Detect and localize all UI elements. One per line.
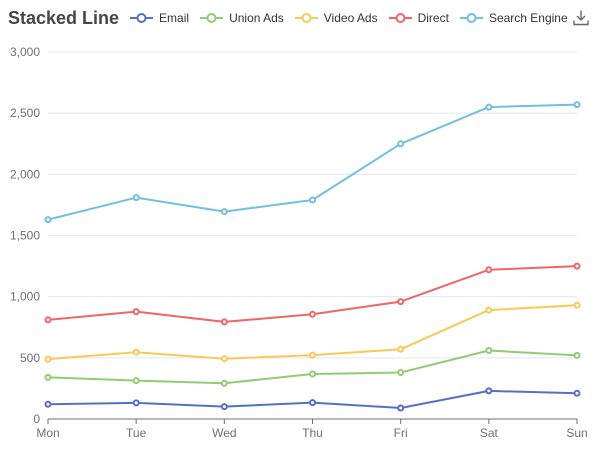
legend-label: Email — [159, 11, 190, 25]
y-axis-label: 500 — [20, 351, 40, 365]
data-point-email-mon[interactable] — [44, 400, 52, 408]
data-point-direct-thu[interactable] — [309, 310, 316, 318]
legend-item-union-ads[interactable]: Union Ads — [199, 11, 284, 25]
data-point-email-sat[interactable] — [485, 387, 493, 395]
data-point-union-ads-fri[interactable] — [397, 369, 405, 376]
x-axis-label: Tue — [126, 426, 147, 440]
data-point-video-ads-thu[interactable] — [309, 351, 316, 359]
y-axis-label: 1,500 — [10, 229, 40, 243]
legend-item-direct[interactable]: Direct — [388, 11, 449, 25]
legend-label: Search Engine — [488, 11, 568, 25]
legend-label: Direct — [417, 11, 449, 25]
data-point-video-ads-tue[interactable] — [132, 348, 140, 356]
data-point-video-ads-sun[interactable] — [573, 301, 581, 309]
legend-item-search-engine[interactable]: Search Engine — [459, 11, 568, 25]
chart-header: Stacked Line Email Union Ads Video Ads Dire… — [0, 0, 600, 36]
x-axis-label: Sun — [566, 426, 587, 440]
data-point-search-engine-thu[interactable] — [309, 196, 316, 204]
data-point-union-ads-thu[interactable] — [309, 370, 316, 378]
data-point-direct-tue[interactable] — [132, 308, 140, 316]
data-point-direct-sun[interactable] — [573, 262, 581, 270]
y-axis-label: 2,000 — [10, 167, 40, 181]
data-point-search-engine-mon[interactable] — [44, 216, 52, 224]
data-point-direct-sat[interactable] — [485, 266, 493, 274]
line-circle-marker-icon — [130, 13, 154, 23]
data-point-direct-fri[interactable] — [397, 298, 405, 306]
x-axis-label: Fri — [394, 426, 408, 440]
legend-item-video-ads[interactable]: Video Ads — [294, 11, 378, 25]
chart-title: Stacked Line — [8, 7, 120, 28]
x-axis-label: Sat — [480, 426, 499, 440]
legend-label: Union Ads — [229, 11, 284, 25]
line-circle-marker-icon — [200, 13, 224, 23]
x-axis-label: Wed — [212, 426, 236, 440]
data-point-email-tue[interactable] — [132, 399, 140, 407]
x-axis-label: Mon — [36, 426, 59, 440]
data-point-video-ads-sat[interactable] — [485, 306, 493, 314]
data-point-direct-wed[interactable] — [220, 318, 228, 326]
y-axis-label: 1,000 — [10, 290, 40, 304]
data-point-email-thu[interactable] — [309, 399, 316, 407]
data-point-search-engine-tue[interactable] — [132, 194, 140, 202]
data-point-search-engine-fri[interactable] — [397, 140, 405, 148]
data-point-search-engine-wed[interactable] — [220, 208, 228, 216]
data-point-email-wed[interactable] — [220, 403, 228, 411]
data-point-video-ads-wed[interactable] — [220, 355, 228, 363]
legend-item-email[interactable]: Email — [129, 11, 189, 25]
toolbox — [570, 7, 592, 29]
x-axis-label: Thu — [302, 426, 323, 440]
line-circle-marker-icon — [294, 13, 318, 23]
data-point-email-sun[interactable] — [573, 389, 581, 397]
data-point-union-ads-wed[interactable] — [220, 379, 228, 387]
y-axis-label: 2,500 — [10, 106, 40, 120]
data-point-email-fri[interactable] — [397, 404, 405, 412]
line-circle-marker-icon — [459, 13, 483, 23]
legend-label: Video Ads — [323, 11, 378, 25]
save-as-image-icon[interactable] — [570, 7, 592, 29]
y-axis-label: 0 — [33, 412, 40, 426]
data-point-search-engine-sat[interactable] — [485, 103, 493, 111]
data-point-video-ads-fri[interactable] — [397, 345, 405, 353]
data-point-union-ads-mon[interactable] — [44, 373, 52, 381]
data-point-union-ads-sun[interactable] — [573, 351, 581, 359]
data-point-search-engine-sun[interactable] — [573, 101, 581, 109]
y-axis-label: 3,000 — [10, 45, 40, 59]
data-point-union-ads-tue[interactable] — [132, 377, 140, 385]
data-point-union-ads-sat[interactable] — [485, 347, 493, 354]
legend: Email Union Ads Video Ads Direct Search Engi… — [129, 11, 568, 25]
data-point-direct-mon[interactable] — [44, 316, 52, 324]
data-point-video-ads-mon[interactable] — [44, 355, 52, 363]
line-circle-marker-icon — [388, 13, 412, 23]
